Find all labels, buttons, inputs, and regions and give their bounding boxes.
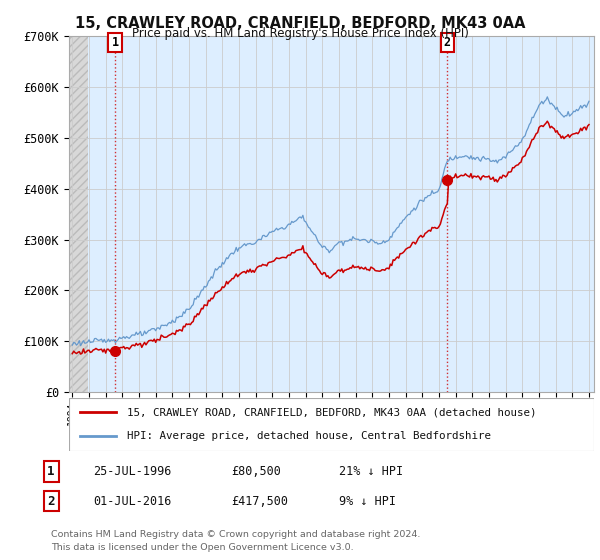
Text: 21% ↓ HPI: 21% ↓ HPI [339, 465, 403, 478]
Text: 2: 2 [47, 494, 55, 508]
Text: £80,500: £80,500 [231, 465, 281, 478]
Text: HPI: Average price, detached house, Central Bedfordshire: HPI: Average price, detached house, Cent… [127, 431, 491, 441]
FancyBboxPatch shape [69, 398, 594, 451]
Text: £417,500: £417,500 [231, 494, 288, 508]
Text: 01-JUL-2016: 01-JUL-2016 [93, 494, 172, 508]
Text: 15, CRAWLEY ROAD, CRANFIELD, BEDFORD, MK43 0AA (detached house): 15, CRAWLEY ROAD, CRANFIELD, BEDFORD, MK… [127, 408, 536, 418]
Text: 9% ↓ HPI: 9% ↓ HPI [339, 494, 396, 508]
Bar [69, 36, 88, 392]
Text: 25-JUL-1996: 25-JUL-1996 [93, 465, 172, 478]
Text: 2: 2 [444, 36, 451, 49]
Text: 1: 1 [47, 465, 55, 478]
Text: 15, CRAWLEY ROAD, CRANFIELD, BEDFORD, MK43 0AA: 15, CRAWLEY ROAD, CRANFIELD, BEDFORD, MK… [75, 16, 525, 31]
Text: 1: 1 [112, 36, 119, 49]
Text: Price paid vs. HM Land Registry's House Price Index (HPI): Price paid vs. HM Land Registry's House … [131, 27, 469, 40]
Text: Contains HM Land Registry data © Crown copyright and database right 2024.
This d: Contains HM Land Registry data © Crown c… [51, 530, 421, 552]
